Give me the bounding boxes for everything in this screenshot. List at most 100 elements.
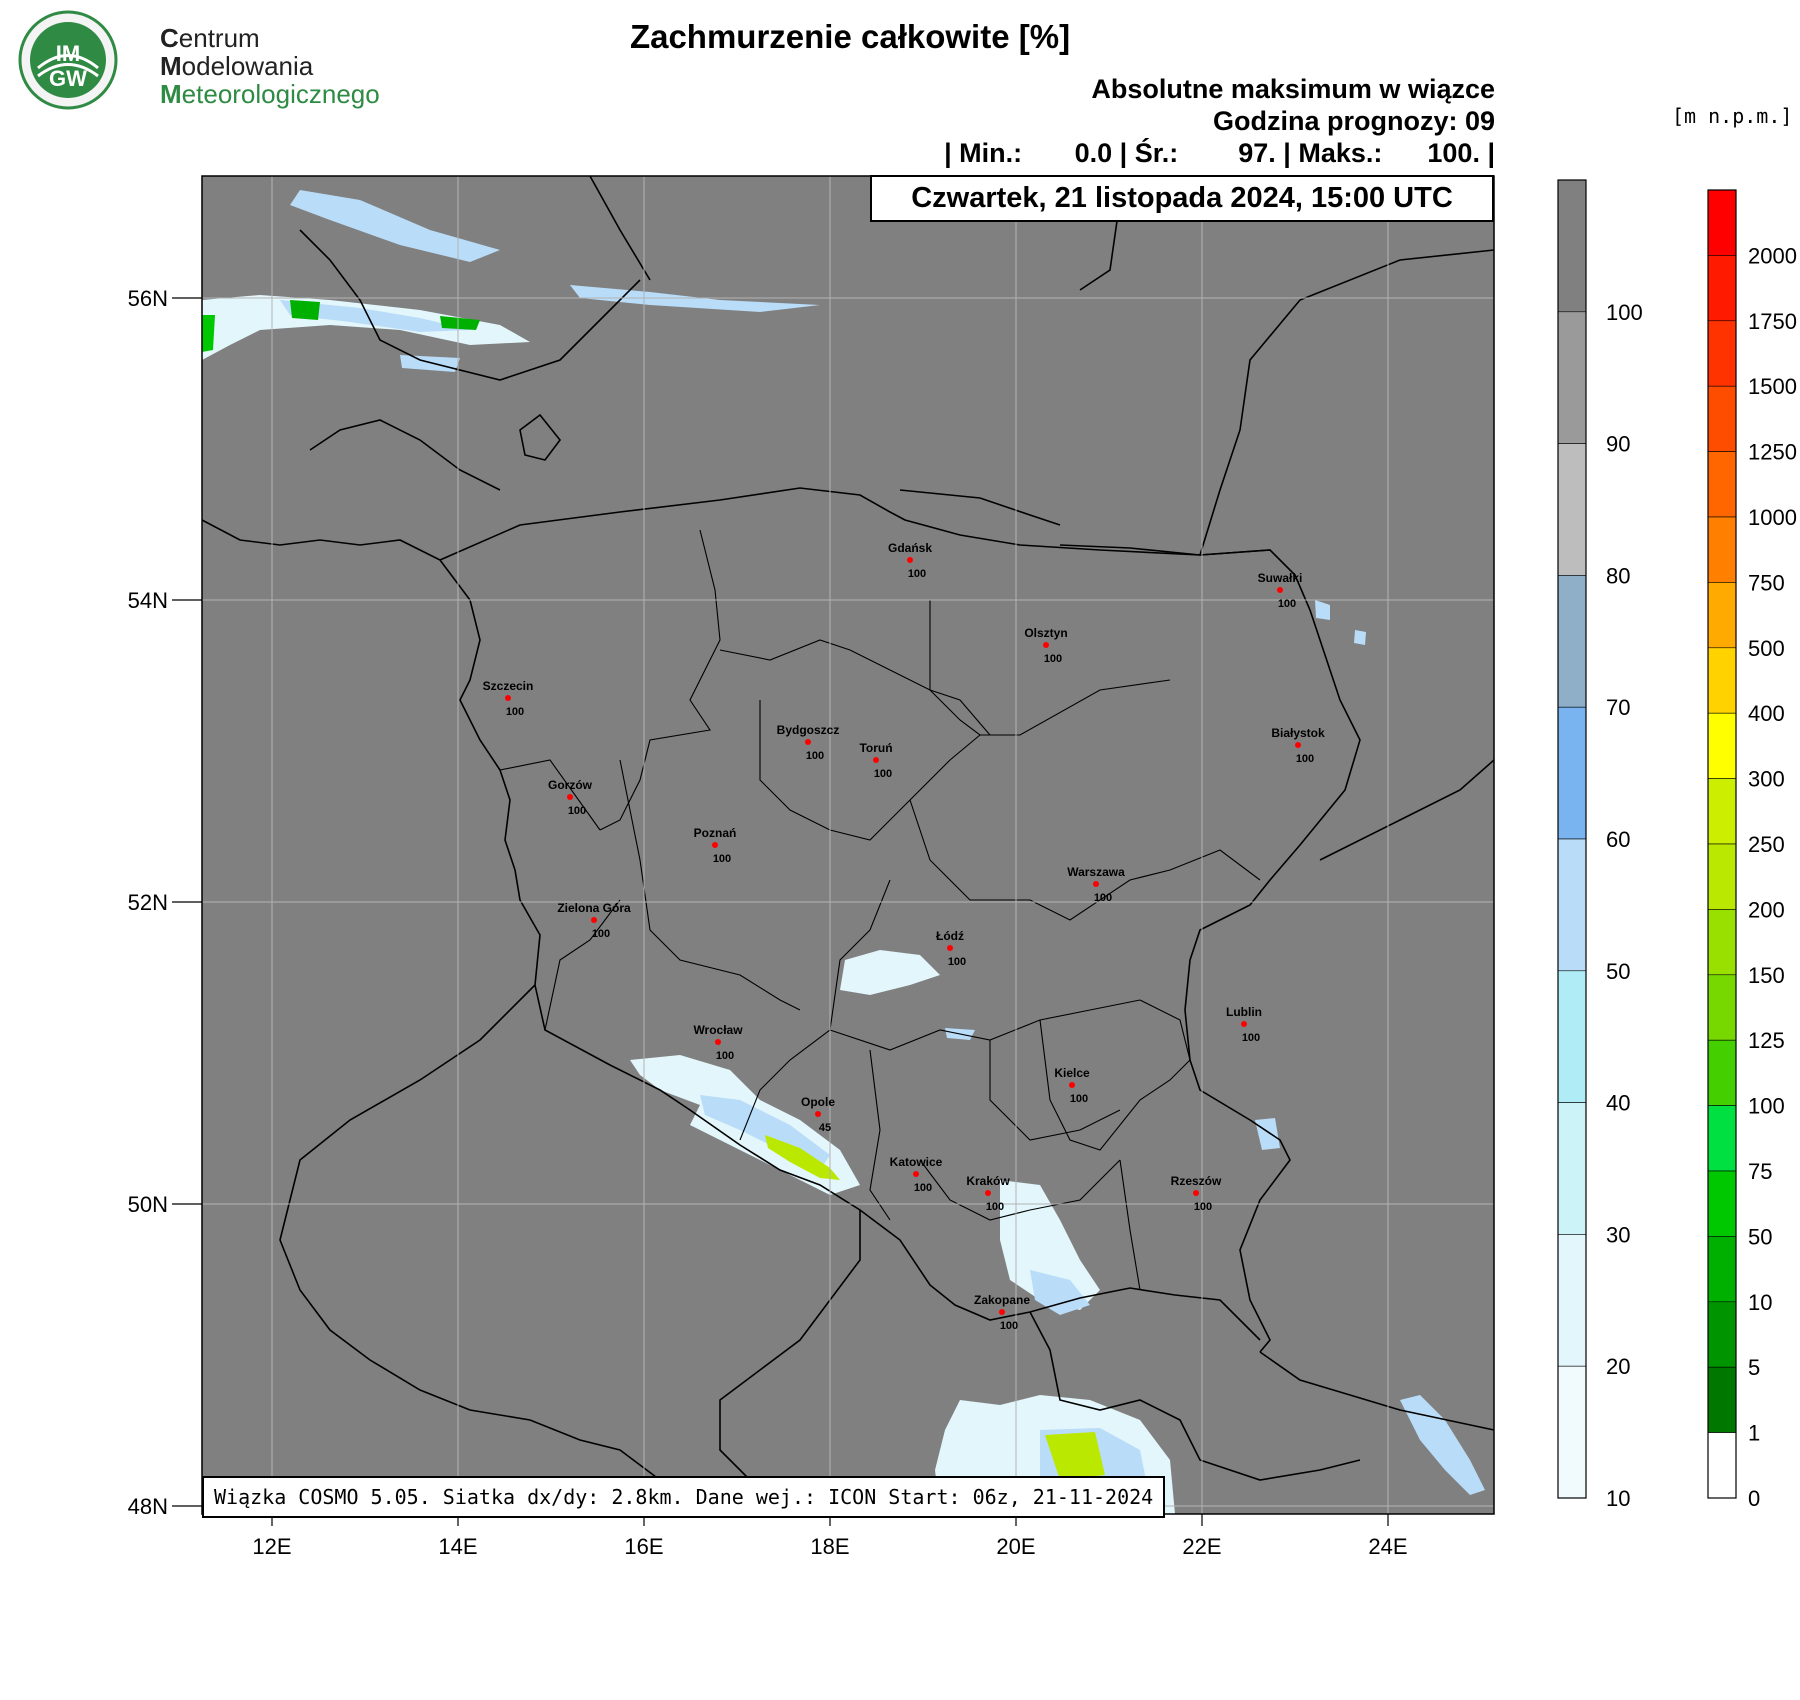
terrain-scale-label: 5 bbox=[1748, 1355, 1760, 1380]
city-opole: Opole 45 bbox=[801, 1095, 835, 1134]
city-dot bbox=[985, 1190, 991, 1196]
city-name: Poznań bbox=[694, 826, 737, 840]
terrain-scale-label: 250 bbox=[1748, 832, 1785, 857]
city-zakopane: Zakopane 100 bbox=[974, 1293, 1030, 1332]
cloud-scale-label: 100 bbox=[1606, 300, 1643, 325]
cloud-patch bbox=[1030, 1270, 1090, 1315]
city-wrocław: Wrocław 100 bbox=[693, 1023, 743, 1062]
cloud-scale-segment bbox=[1557, 443, 1587, 576]
lon-label: 16E bbox=[624, 1534, 663, 1559]
lon-label: 12E bbox=[252, 1534, 291, 1559]
cloud-scale-segment bbox=[1557, 1365, 1587, 1499]
kaliningrad-border bbox=[1059, 544, 1271, 556]
city-dot bbox=[815, 1111, 821, 1117]
lat-label: 56N bbox=[128, 286, 168, 311]
cloud-patch bbox=[1315, 600, 1330, 620]
terrain-scale-frame bbox=[1707, 189, 1737, 1499]
city-value: 45 bbox=[819, 1122, 831, 1134]
city-dot bbox=[567, 794, 573, 800]
city-rzeszów: Rzeszów 100 bbox=[1171, 1174, 1222, 1213]
germany-czech-border bbox=[279, 984, 703, 1515]
terrain-scale-label: 50 bbox=[1748, 1224, 1772, 1249]
voivodeship-border bbox=[1039, 1019, 1191, 1151]
city-dot bbox=[907, 557, 913, 563]
city-name: Bydgoszcz bbox=[777, 723, 840, 737]
cloud-patch bbox=[840, 950, 940, 995]
latvia-coast bbox=[1079, 199, 1121, 291]
city-dot bbox=[1193, 1190, 1199, 1196]
city-value: 100 bbox=[948, 956, 966, 968]
map-background bbox=[202, 176, 1494, 1514]
voivodeship-border bbox=[1139, 999, 1191, 1061]
belarus-ukraine-border bbox=[1319, 759, 1495, 861]
terrain-scale-segment bbox=[1707, 451, 1737, 518]
city-dot bbox=[712, 842, 718, 848]
terrain-height-colorbar: 2000175015001250100075050040030025020015… bbox=[1707, 189, 1797, 1511]
city-białystok: Białystok 100 bbox=[1271, 726, 1325, 765]
city-value: 100 bbox=[1278, 598, 1296, 610]
terrain-scale-label: 200 bbox=[1748, 897, 1785, 922]
terrain-scale-label: 400 bbox=[1748, 701, 1785, 726]
terrain-scale-label: 1500 bbox=[1748, 374, 1797, 399]
terrain-scale-segment bbox=[1707, 1366, 1737, 1433]
city-kielce: Kielce 100 bbox=[1054, 1066, 1090, 1105]
city-olsztyn: Olsztyn 100 bbox=[1024, 626, 1067, 665]
terrain-scale-label: 0 bbox=[1748, 1486, 1760, 1511]
city-bydgoszcz: Bydgoszcz 100 bbox=[777, 723, 840, 762]
terrain-scale-label: 150 bbox=[1748, 963, 1785, 988]
city-dot bbox=[913, 1171, 919, 1177]
city-suwałki: Suwałki 100 bbox=[1258, 571, 1303, 610]
valid-datetime: Czwartek, 21 listopada 2024, 15:00 UTC bbox=[870, 175, 1494, 222]
germany-coast bbox=[201, 519, 441, 561]
city-szczecin: Szczecin 100 bbox=[483, 679, 534, 718]
terrain-patch bbox=[202, 315, 215, 352]
city-gdańsk: Gdańsk 100 bbox=[888, 541, 932, 580]
lithuania-latvia-border bbox=[1199, 249, 1495, 556]
header-max-in-beam: Absolutne maksimum w wiązce bbox=[1091, 74, 1495, 104]
city-name: Kraków bbox=[966, 1174, 1010, 1188]
cloud-patch bbox=[1354, 630, 1366, 645]
lon-label: 18E bbox=[810, 1534, 849, 1559]
map-title: Zachmurzenie całkowite [%] bbox=[629, 18, 1071, 55]
voivodeship-border bbox=[869, 1049, 891, 1221]
voivodeship-border bbox=[544, 899, 621, 1031]
city-value: 100 bbox=[1000, 1320, 1018, 1332]
city-name: Łódź bbox=[936, 929, 964, 943]
city-katowice: Katowice 100 bbox=[890, 1155, 943, 1194]
city-dot bbox=[805, 739, 811, 745]
city-name: Katowice bbox=[890, 1155, 943, 1169]
city-dot bbox=[999, 1309, 1005, 1315]
cloud-scale-segment bbox=[1557, 1102, 1587, 1235]
city-value: 100 bbox=[908, 568, 926, 580]
terrain-scale-segment bbox=[1707, 909, 1737, 976]
terrain-scale-segment bbox=[1707, 1170, 1737, 1237]
terrain-scale-segment bbox=[1707, 320, 1737, 387]
voivodeship-border bbox=[759, 700, 981, 841]
city-value: 100 bbox=[1070, 1093, 1088, 1105]
cloud-scale-label: 20 bbox=[1606, 1354, 1630, 1379]
imgw-badge-icon: IM GW bbox=[18, 10, 118, 110]
logo-line-2-rest: odelowania bbox=[181, 51, 314, 81]
logo-line-1: Centrum bbox=[160, 24, 260, 52]
city-dot bbox=[591, 917, 597, 923]
city-value: 100 bbox=[1242, 1032, 1260, 1044]
city-name: Warszawa bbox=[1067, 865, 1125, 879]
city-name: Toruń bbox=[859, 741, 892, 755]
cloud-scale-label: 40 bbox=[1606, 1091, 1630, 1116]
terrain-scale-segment bbox=[1707, 647, 1737, 714]
city-lublin: Lublin 100 bbox=[1226, 1005, 1262, 1044]
city-value: 100 bbox=[986, 1201, 1004, 1213]
terrain-scale-label: 500 bbox=[1748, 636, 1785, 661]
imgw-logo: IM GW Centrum Modelowania Meteorologiczn… bbox=[10, 8, 390, 113]
terrain-scale-label: 1750 bbox=[1748, 309, 1797, 334]
city-value: 100 bbox=[806, 750, 824, 762]
badge-text-bottom: GW bbox=[49, 66, 87, 91]
lat-label: 48N bbox=[128, 1494, 168, 1519]
cloud-scale-segment bbox=[1557, 706, 1587, 840]
lat-label: 54N bbox=[128, 588, 168, 613]
terrain-scale-label: 125 bbox=[1748, 1028, 1785, 1053]
logo-line-3-initial: M bbox=[160, 79, 182, 109]
terrain-scale-segment bbox=[1707, 1432, 1737, 1499]
city-toruń: Toruń 100 bbox=[859, 741, 892, 780]
header-stats: | Min.: 0.0 | Śr.: 97. | Maks.: 100. | bbox=[944, 138, 1495, 168]
